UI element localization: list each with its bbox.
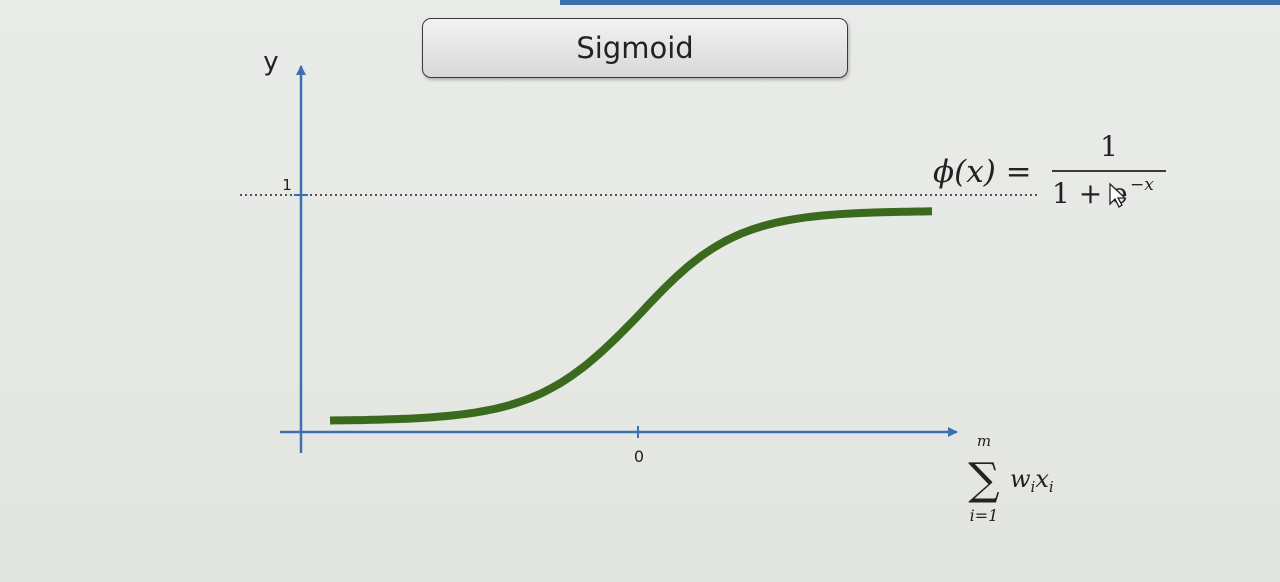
x-axis-label: m ∑ i=1 wixi (968, 432, 1054, 525)
formula: ϕ(x) = 1 1 + e −x (933, 130, 1166, 210)
sum-lower: i=1 (970, 506, 999, 525)
formula-numerator: 1 (1100, 130, 1118, 163)
sum-term: wixi (1010, 465, 1054, 496)
sum-upper: m (977, 432, 991, 450)
sigmoid-curve (329, 207, 933, 425)
y-tick-label: 1 (282, 176, 292, 194)
formula-lhs: ϕ(x) = (933, 154, 1032, 190)
title-button[interactable]: Sigmoid (422, 18, 848, 78)
formula-exponent: −x (1130, 175, 1154, 195)
y-axis-label: y (263, 47, 278, 77)
x-tick-label: 0 (634, 447, 644, 466)
title-label: Sigmoid (576, 31, 694, 65)
cursor-icon (1109, 182, 1127, 208)
sum-symbol: ∑ (968, 454, 999, 505)
top-accent-bar (560, 0, 1280, 5)
